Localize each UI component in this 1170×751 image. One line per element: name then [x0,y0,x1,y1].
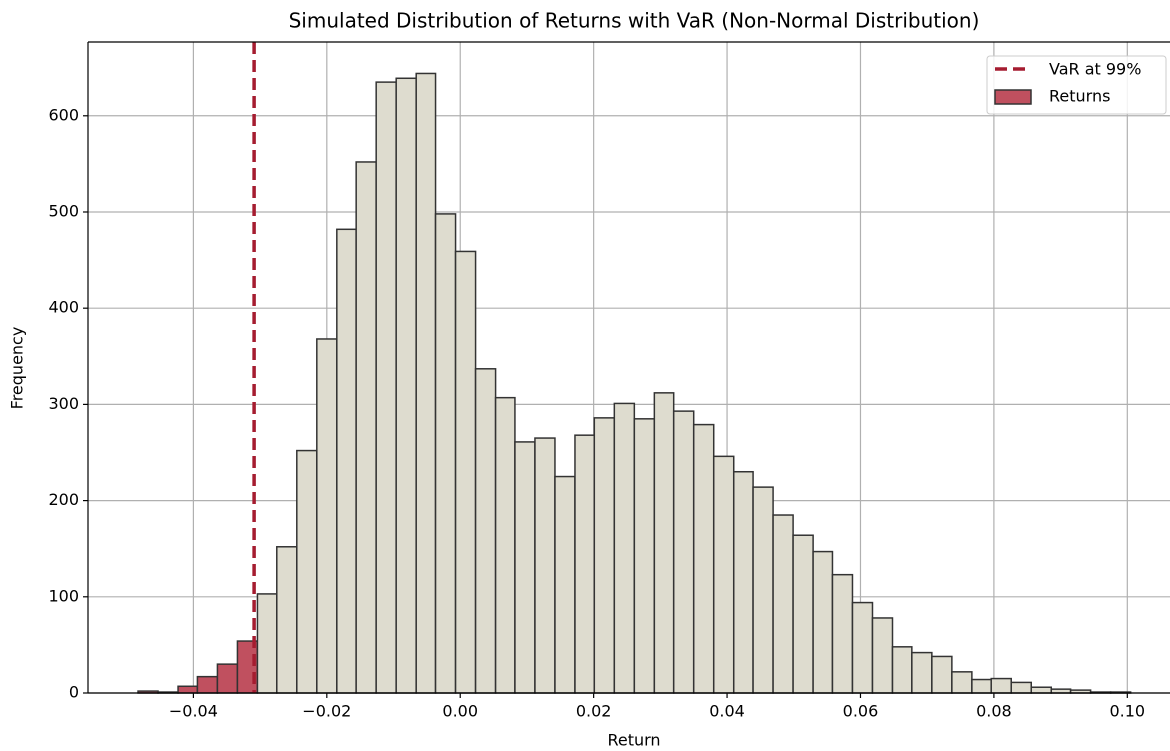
bar [514,441,536,694]
bar [772,514,794,694]
x-tick-label: 0.08 [976,702,1012,721]
y-axis-label: Frequency [8,327,27,410]
x-tick-label: 0.04 [709,702,745,721]
bar [752,486,774,694]
y-tick-label: 100 [48,586,79,605]
bar [593,417,616,694]
x-axis-label: Return [607,731,660,750]
bar [672,410,695,694]
x-tick-label: 0.02 [576,702,612,721]
bar [911,651,933,694]
bar [494,396,516,694]
bar [831,573,854,694]
bar [316,338,338,694]
legend: VaR at 99% Returns [986,55,1167,115]
bar [434,213,457,694]
bar [276,546,298,694]
x-tick-label: 0.06 [843,702,879,721]
y-tick-label: 200 [48,490,79,509]
y-tick-label: 400 [48,298,79,317]
bar [375,81,397,694]
bar [1030,686,1053,694]
y-tick-label: 500 [48,201,79,220]
bar [534,437,556,694]
legend-label: Returns [1049,87,1110,106]
bar [633,418,656,694]
y-tick-label: 300 [48,394,79,413]
bar [712,455,735,694]
bar [812,550,834,694]
bar [256,593,278,694]
legend-label: VaR at 99% [1049,60,1141,79]
bar [177,685,199,694]
x-tick-label: −0.02 [302,702,351,721]
x-tick-label: 0.00 [442,702,478,721]
bar [454,250,477,694]
bar [216,663,239,694]
bar [395,77,417,694]
bar [355,161,377,694]
bar [236,640,259,694]
bar [554,475,576,694]
bar [931,655,953,694]
bar [990,677,1012,694]
bar [792,534,814,694]
y-tick-label: 600 [48,105,79,124]
bar [613,402,636,694]
bar [971,678,992,694]
bar [951,671,973,694]
x-tick-label: −0.04 [169,702,218,721]
bar [871,617,894,694]
bar [415,72,437,694]
chart-title: Simulated Distribution of Returns with V… [289,9,980,33]
bar [196,675,219,694]
y-tick-label: 0 [69,683,79,702]
bar [336,228,357,694]
bar [474,368,497,694]
bar [296,449,318,694]
bar [732,470,754,694]
bar [1010,681,1032,694]
bar [574,434,596,694]
bar [891,646,913,694]
bar [653,392,675,694]
x-tick-label: 0.10 [1109,702,1145,721]
bar [851,601,874,694]
bar [692,423,715,694]
legend-swatch [994,89,1032,105]
